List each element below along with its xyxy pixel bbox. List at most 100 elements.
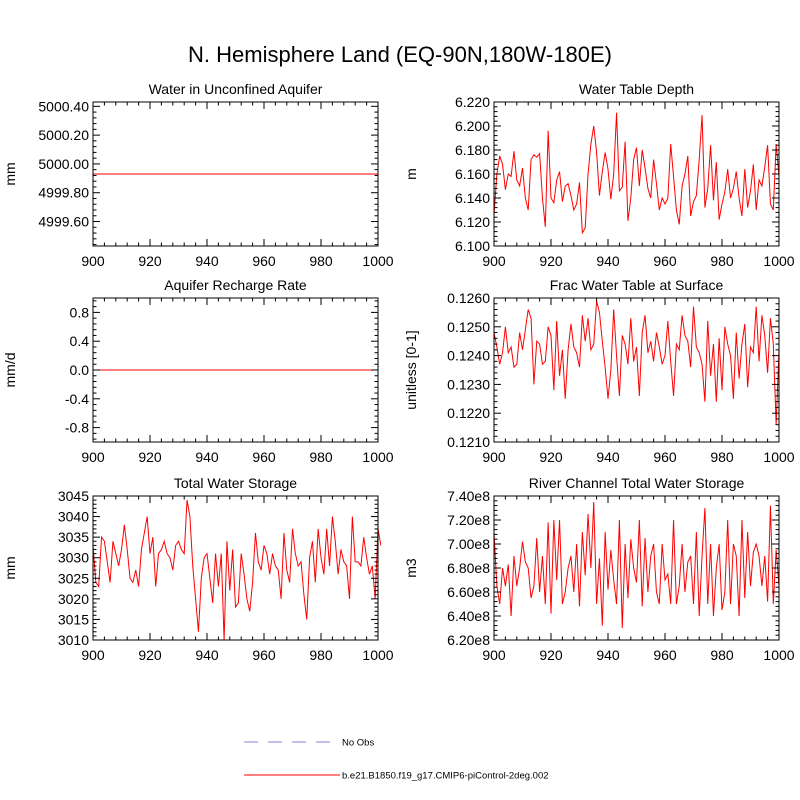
panel-title: Water in Unconfined Aquifer <box>149 81 323 97</box>
y-tick-label: 6.120 <box>455 214 490 230</box>
y-tick-label: 7.20e8 <box>447 512 490 528</box>
x-tick-label: 920 <box>539 647 563 663</box>
y-tick-label: 0.0 <box>70 362 90 378</box>
plot-frame <box>92 495 379 641</box>
y-tick-label: 3015 <box>58 611 89 627</box>
x-tick-label: 1000 <box>763 253 794 269</box>
legend: No Obs b.e21.B1850.f19_g17.CMIP6-piContro… <box>244 738 549 782</box>
x-tick-label: 980 <box>309 253 333 269</box>
figure-title: N. Hemisphere Land (EQ-90N,180W-180E) <box>188 42 612 67</box>
y-tick-label: 6.100 <box>455 238 490 254</box>
y-tick-label: 6.80e8 <box>447 560 490 576</box>
y-tick-label: 0.1230 <box>447 376 490 392</box>
y-axis-label: mm/d <box>2 353 18 388</box>
y-tick-label: -0.8 <box>65 420 89 436</box>
x-tick-label: 1000 <box>763 647 794 663</box>
y-tick-label: 0.8 <box>70 304 90 320</box>
y-tick-label: 4999.80 <box>38 185 89 201</box>
y-tick-label: 6.40e8 <box>447 608 490 624</box>
y-tick-label: 3030 <box>58 550 89 566</box>
y-tick-label: 6.220 <box>455 94 490 110</box>
plot-frame <box>92 101 379 247</box>
panel-1: Water in Unconfined Aquifer mm 900 920 940 96… <box>2 81 394 269</box>
y-tick-label: 6.140 <box>455 190 490 206</box>
x-tick-label: 940 <box>596 253 620 269</box>
panel-title: Aquifer Recharge Rate <box>164 277 307 293</box>
x-tick-label: 900 <box>482 449 506 465</box>
legend-label: No Obs <box>342 738 374 749</box>
panels-group: Water in Unconfined Aquifer mm 900 920 940 96… <box>2 81 795 663</box>
x-tick-label: 960 <box>252 449 276 465</box>
y-tick-label: 6.20e8 <box>447 632 490 648</box>
x-tick-label: 1000 <box>763 449 794 465</box>
y-tick-label: 7.40e8 <box>447 488 490 504</box>
plot-frame <box>493 495 780 641</box>
y-axis-label: mm <box>2 556 18 579</box>
x-tick-label: 900 <box>482 253 506 269</box>
x-tick-label: 960 <box>653 647 677 663</box>
legend-item: b.e21.B1850.f19_g17.CMIP6-piControl-2deg… <box>244 771 549 782</box>
panel-title: River Channel Total Water Storage <box>529 475 745 491</box>
panel-title: Frac Water Table at Surface <box>550 277 724 293</box>
legend-item: No Obs <box>244 738 374 749</box>
panel-2: Water Table Depth m 900 920 940 960 980 1000 6.1… <box>403 81 795 269</box>
y-tick-label: 3035 <box>58 529 89 545</box>
x-tick-label: 940 <box>596 647 620 663</box>
x-tick-label: 900 <box>81 253 105 269</box>
y-tick-label: 0.1210 <box>447 434 490 450</box>
panel-title: Water Table Depth <box>579 81 694 97</box>
x-tick-label: 920 <box>138 253 162 269</box>
y-tick-label: 5000.20 <box>38 127 89 143</box>
x-tick-label: 960 <box>653 253 677 269</box>
y-tick-label: 0.4 <box>70 333 90 349</box>
x-tick-label: 980 <box>309 449 333 465</box>
y-tick-label: 5000.00 <box>38 156 89 172</box>
series-line <box>493 300 780 425</box>
y-tick-label: 0.1240 <box>447 348 490 364</box>
x-tick-label: 1000 <box>362 253 393 269</box>
series-line <box>92 500 382 641</box>
x-tick-label: 940 <box>195 449 219 465</box>
y-tick-label: 6.60e8 <box>447 584 490 600</box>
x-tick-label: 980 <box>710 449 734 465</box>
y-tick-label: 0.1250 <box>447 319 490 335</box>
y-tick-label: -0.4 <box>65 391 89 407</box>
x-tick-label: 980 <box>309 647 333 663</box>
y-tick-label: 3020 <box>58 591 89 607</box>
x-tick-label: 920 <box>138 647 162 663</box>
y-tick-label: 3040 <box>58 509 89 525</box>
y-axis-label: unitless [0-1] <box>403 330 419 409</box>
x-tick-label: 960 <box>252 647 276 663</box>
x-tick-label: 960 <box>653 449 677 465</box>
y-axis-label: m3 <box>403 558 419 578</box>
x-tick-label: 1000 <box>362 449 393 465</box>
x-tick-label: 1000 <box>362 647 393 663</box>
y-tick-label: 3025 <box>58 570 89 586</box>
x-tick-label: 900 <box>81 647 105 663</box>
y-tick-label: 6.160 <box>455 166 490 182</box>
y-axis-label: m <box>403 168 419 180</box>
y-tick-label: 0.1260 <box>447 290 490 306</box>
y-tick-label: 6.200 <box>455 118 490 134</box>
x-tick-label: 980 <box>710 647 734 663</box>
panel-5: Total Water Storage mm 900 920 940 960 980 1000… <box>2 475 394 663</box>
panel-4: Frac Water Table at Surface unitless [0-1… <box>403 277 795 465</box>
y-tick-label: 5000.40 <box>38 98 89 114</box>
series-line <box>493 501 780 629</box>
y-axis-label: mm <box>2 162 18 185</box>
legend-label: b.e21.B1850.f19_g17.CMIP6-piControl-2deg… <box>342 771 549 782</box>
x-tick-label: 940 <box>195 647 219 663</box>
x-tick-label: 920 <box>539 449 563 465</box>
panel-title: Total Water Storage <box>174 475 297 491</box>
panel-6: River Channel Total Water Storage m3 900 92… <box>403 475 795 663</box>
x-tick-label: 980 <box>710 253 734 269</box>
x-tick-label: 920 <box>539 253 563 269</box>
x-tick-label: 900 <box>482 647 506 663</box>
x-tick-label: 960 <box>252 253 276 269</box>
y-tick-label: 4999.60 <box>38 214 89 230</box>
x-tick-label: 900 <box>81 449 105 465</box>
y-tick-label: 7.00e8 <box>447 536 490 552</box>
x-tick-label: 920 <box>138 449 162 465</box>
x-tick-label: 940 <box>195 253 219 269</box>
